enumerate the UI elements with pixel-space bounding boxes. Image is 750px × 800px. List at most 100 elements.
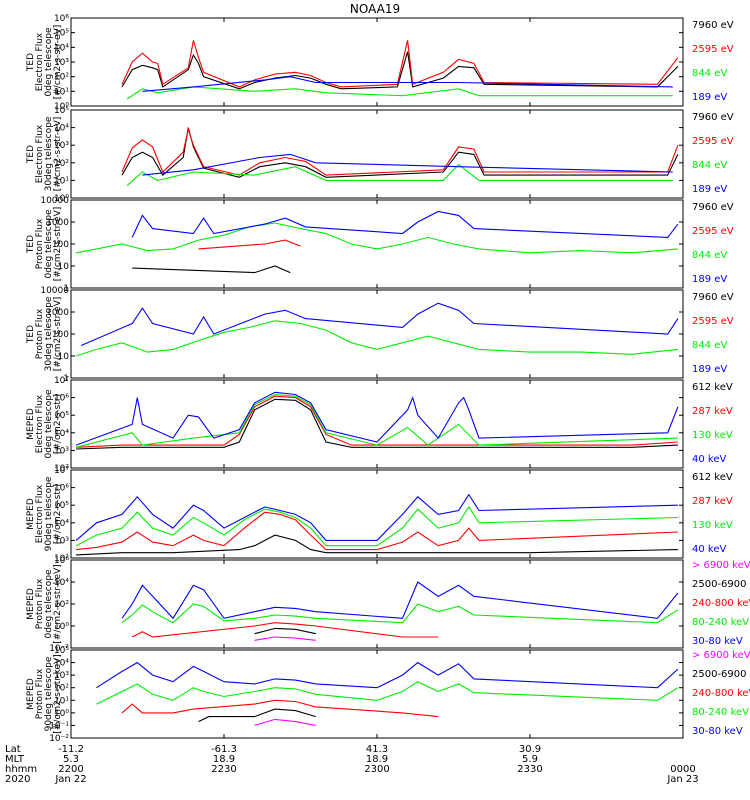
y-axis-label-line: MEPED [26,588,36,620]
y-tick-label: 10⁷ [54,376,69,386]
panel-7: 10⁻² 10⁰ 10² 10⁴ 10⁶ MEPED Proton Flux 0deg tel… [26,556,750,654]
panel-frame [70,379,684,469]
panel-frame [70,109,684,199]
y-tick-label: 10³ [54,536,69,546]
y-tick-label: 10⁵ [54,106,69,116]
y-tick-label: 10⁰ [54,194,69,204]
legend-entry: 30-80 keV [692,726,743,737]
legend-entry: 40 keV [692,454,726,465]
legend-entry: 2595 eV [692,44,734,55]
legend-entry: > 6900 keV [692,650,750,661]
y-tick-label: 10000 [40,196,69,206]
panel-8: 10⁻² 10⁻¹ 10⁰ 10¹ 10² 10³ 10⁴ 10⁵ MEPED Proton Fl… [26,646,750,744]
y-axis-label-line: [#/cm2-s-str-eV] [53,25,63,100]
series-line [131,210,679,238]
series-line [75,493,678,541]
y-axis-label-line: 0deg telescope [44,569,54,639]
y-tick-label: 1 [63,374,69,384]
footer-mlt-value: 5.3 [63,754,79,765]
panel-frame [70,559,684,649]
footer-row-label: hhmm [5,764,37,775]
y-axis-label-line: TED [26,235,36,254]
panel-frame [70,17,684,107]
y-tick-label: 10² [54,684,69,694]
y-tick-label: 10⁴ [54,578,69,588]
y-axis-label-line: Electron Flux [35,394,45,453]
series-line [254,627,316,635]
legend-entry: 189 eV [692,184,727,195]
series-line [121,603,679,624]
legend-entry: 844 eV [692,340,727,351]
y-tick-label: 10⁰ [54,102,69,112]
series-line [76,398,678,450]
y-tick-label: 10⁶ [54,14,69,24]
series-line [75,391,679,446]
y-tick-label: 10³ [54,141,69,151]
series-line [126,163,673,187]
y-axis-label-line: 0deg telescope [44,389,54,459]
panel-frame [70,289,684,379]
legend-entry: 2595 eV [692,316,734,327]
series-line [131,622,439,638]
y-tick-label: 10000 [40,286,69,296]
y-tick-label: 10⁻² [49,734,69,744]
panel-frame [70,649,684,739]
footer-hhmm-value: 2330 [517,764,542,775]
series-line [80,302,679,347]
series-line [198,708,316,723]
y-tick-label: 10⁶ [54,484,69,494]
series-line [254,636,316,641]
y-axis-label-line: Electron Flux [35,32,45,91]
y-axis-label-line: [#/cm2-s-str-keV] [53,564,63,643]
series-line [198,239,301,250]
chart-title: NOAA19 [350,2,400,16]
series-line [142,76,673,92]
y-tick-label: 10⁵ [54,29,69,39]
y-axis-label-line: 90deg telescope [44,656,54,731]
footer-row-label: MLT [5,754,25,765]
y-tick-label: 10² [54,159,69,169]
footer-mlt-value: 18.9 [213,754,235,765]
series-line [75,320,678,357]
y-axis-label-line: [#/cm2-s-str] [53,394,63,454]
y-axis-label-line: [#/cm2-s-str] [53,484,63,544]
panel-5: 10² 10³ 10⁴ 10⁵ 10⁶ 10⁷ MEPED Electron Flux 0deg… [26,376,733,474]
series-line [75,505,678,547]
footer-hhmm-value: 2300 [364,764,389,775]
y-tick-label: 10² [54,600,69,610]
y-tick-label: 10⁵ [54,411,69,421]
legend-entry: 2595 eV [692,136,734,147]
y-tick-label: 10⁴ [54,43,69,53]
legend-entry: 612 keV [692,382,733,393]
y-axis-label-line: 0deg telescope [44,27,54,97]
footer-lat-value: 41.3 [366,744,388,755]
y-tick-label: 10⁻² [49,644,69,654]
y-tick-label: 100 [52,330,69,340]
series-line [96,661,679,689]
footer-mlt-value: 5.9 [522,754,538,765]
y-tick-label: 10⁴ [54,519,69,529]
panel-4: 1 10 100 1000 10000 TED Proton Flux 30deg teles… [26,286,734,384]
y-tick-label: 10⁻¹ [49,721,69,731]
y-axis-label-line: Electron Flux [35,484,45,543]
footer-hhmm-value: 0000 [670,764,695,775]
y-tick-label: 10 [58,352,70,362]
series-line [121,127,679,176]
panel-3: 1 10 100 1000 10000 TED Proton Flux 0deg telesc… [26,196,734,294]
panel-6: 10² 10³ 10⁴ 10⁵ 10⁶ 10⁷ MEPED Electron Flux 90de… [26,466,733,564]
y-tick-label: 10⁷ [54,466,69,476]
y-tick-label: 10⁶ [54,394,69,404]
series-line [126,86,673,100]
y-axis-label-line: [#/cm2-s-str-eV] [53,297,63,372]
footer-date-value: Jan 22 [54,774,86,785]
y-tick-label: 10⁰ [54,622,69,632]
legend-entry: 7960 eV [692,112,734,123]
legend-entry: 287 keV [692,496,733,507]
legend-entry: 7960 eV [692,292,734,303]
y-axis-label-line: MEPED [26,408,36,440]
panel-1: 10⁰ 10¹ 10² 10³ 10⁴ 10⁵ 10⁶ TED Electron Flux 0de… [26,14,734,112]
y-axis-label-line: Proton Flux [35,308,45,359]
panel-frame [70,199,684,289]
y-tick-label: 10⁴ [54,659,69,669]
footer-hhmm-value: 2230 [211,764,236,775]
